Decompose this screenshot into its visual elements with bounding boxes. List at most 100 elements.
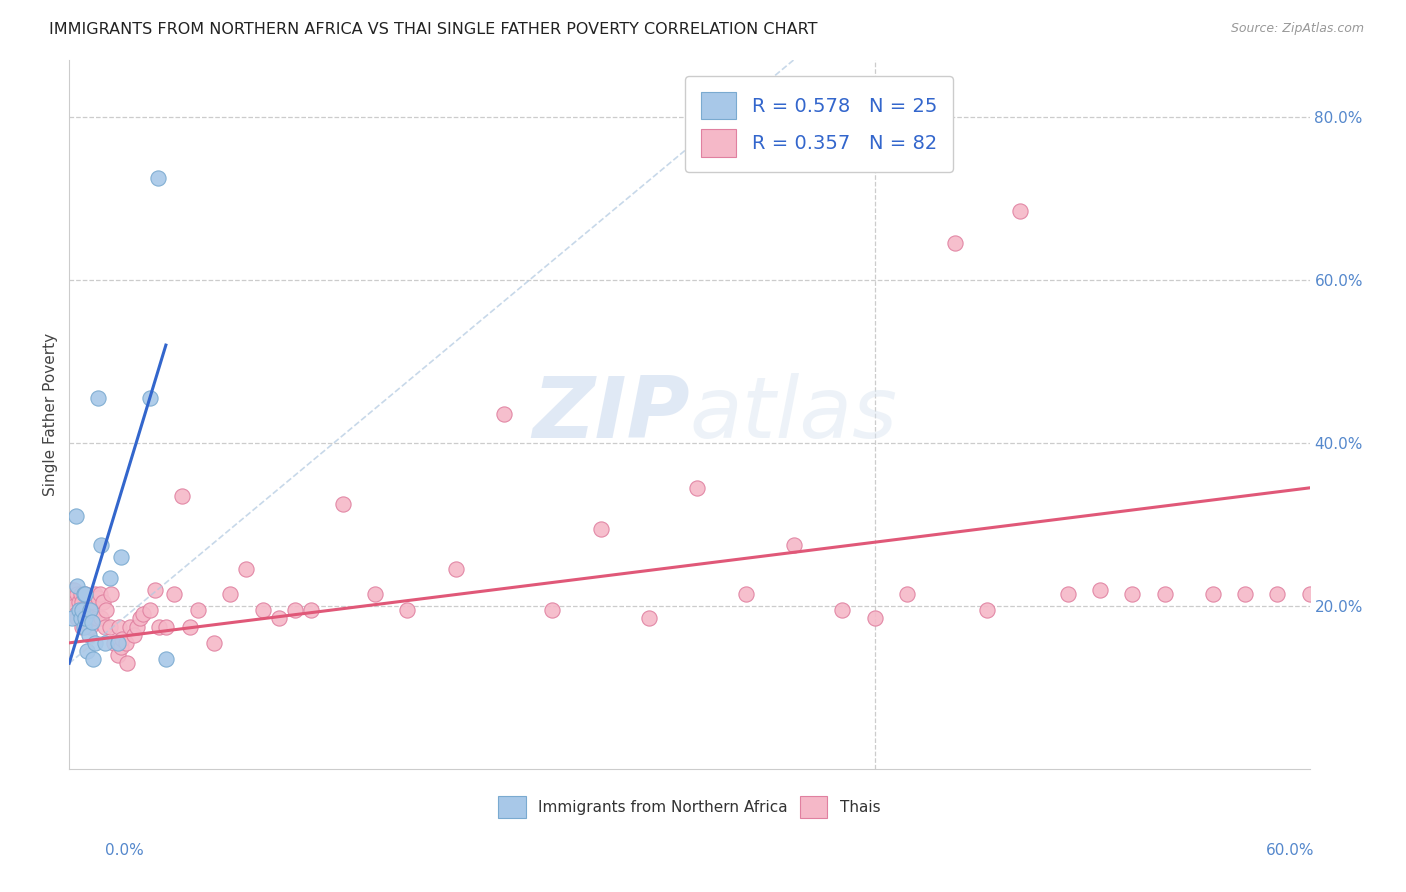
Point <box>179 619 201 633</box>
Point <box>90 611 112 625</box>
Point <box>896 587 918 601</box>
Point <box>59 582 82 597</box>
Point <box>66 611 89 625</box>
Point <box>299 603 322 617</box>
Point <box>98 571 121 585</box>
Point <box>110 640 132 654</box>
Point <box>111 632 134 646</box>
Point <box>219 587 242 601</box>
Point <box>541 603 564 617</box>
Point <box>943 236 966 251</box>
Point <box>494 408 516 422</box>
Point <box>364 587 387 601</box>
Point <box>284 603 307 617</box>
Point <box>976 603 998 617</box>
Point <box>155 652 177 666</box>
Point <box>98 619 121 633</box>
Point <box>686 481 709 495</box>
Point <box>93 619 115 633</box>
Point <box>62 611 84 625</box>
Point <box>63 599 86 614</box>
Point <box>1202 587 1225 601</box>
Point <box>70 603 93 617</box>
Point <box>202 636 225 650</box>
Point <box>62 591 84 605</box>
Point <box>84 587 107 601</box>
Point <box>1008 203 1031 218</box>
Point <box>125 619 148 633</box>
Point <box>143 582 166 597</box>
Point <box>66 587 89 601</box>
Point <box>103 636 125 650</box>
Point <box>66 579 89 593</box>
Text: 60.0%: 60.0% <box>1267 843 1315 858</box>
Point <box>122 628 145 642</box>
Point <box>77 628 100 642</box>
Point <box>75 611 97 625</box>
Point <box>1088 582 1111 597</box>
Point <box>79 603 101 617</box>
Point <box>831 603 853 617</box>
Point <box>91 595 114 609</box>
Point <box>76 611 98 625</box>
Point <box>108 619 131 633</box>
Point <box>75 603 97 617</box>
Point <box>783 538 806 552</box>
Point <box>69 607 91 622</box>
Point <box>90 538 112 552</box>
Point <box>69 587 91 601</box>
Text: IMMIGRANTS FROM NORTHERN AFRICA VS THAI SINGLE FATHER POVERTY CORRELATION CHART: IMMIGRANTS FROM NORTHERN AFRICA VS THAI … <box>49 22 818 37</box>
Point <box>396 603 419 617</box>
Text: Source: ZipAtlas.com: Source: ZipAtlas.com <box>1230 22 1364 36</box>
Point <box>65 607 87 622</box>
Point <box>187 603 209 617</box>
Point <box>65 509 87 524</box>
Point <box>75 587 97 601</box>
Point <box>1057 587 1080 601</box>
Point <box>267 611 290 625</box>
Point <box>89 587 111 601</box>
Point <box>1234 587 1257 601</box>
Point <box>107 648 129 662</box>
Point <box>444 562 467 576</box>
Point <box>87 591 110 605</box>
Point <box>76 644 98 658</box>
Point <box>252 603 274 617</box>
Point <box>84 636 107 650</box>
Point <box>82 595 104 609</box>
Legend: Immigrants from Northern Africa, Thais: Immigrants from Northern Africa, Thais <box>491 789 889 825</box>
Point <box>82 652 104 666</box>
Point <box>67 603 90 617</box>
Point <box>96 603 118 617</box>
Point <box>110 550 132 565</box>
Point <box>863 611 886 625</box>
Point <box>114 636 136 650</box>
Point <box>139 391 162 405</box>
Point <box>163 587 186 601</box>
Point <box>638 611 661 625</box>
Point <box>139 603 162 617</box>
Point <box>332 497 354 511</box>
Point <box>69 611 91 625</box>
Point <box>148 619 170 633</box>
Point <box>235 562 257 576</box>
Point <box>79 619 101 633</box>
Point <box>75 587 97 601</box>
Point <box>80 611 103 625</box>
Text: 0.0%: 0.0% <box>105 843 145 858</box>
Point <box>129 611 152 625</box>
Point <box>70 595 93 609</box>
Point <box>70 619 93 633</box>
Point <box>1121 587 1143 601</box>
Point <box>132 607 155 622</box>
Point <box>170 489 193 503</box>
Point <box>1298 587 1320 601</box>
Point <box>107 636 129 650</box>
Point <box>86 611 108 625</box>
Point <box>146 170 169 185</box>
Point <box>73 619 96 633</box>
Point <box>155 619 177 633</box>
Point <box>734 587 756 601</box>
Point <box>73 611 96 625</box>
Point <box>120 619 142 633</box>
